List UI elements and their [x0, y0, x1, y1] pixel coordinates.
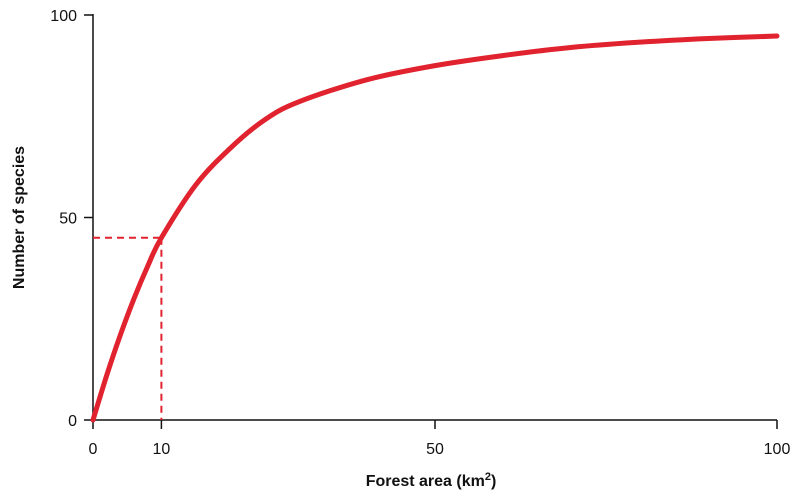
y-tick-label: 100	[50, 8, 77, 25]
ticks: 0 50 100 0 10 50 100	[50, 8, 790, 458]
species-area-curve	[90, 33, 780, 423]
y-tick-label: 50	[59, 211, 77, 228]
y-axis-title: Number of species	[11, 146, 28, 289]
x-axis-title-superscript: 2	[485, 471, 491, 483]
axes	[92, 14, 777, 421]
x-tick-label: 50	[426, 441, 444, 458]
annotation-guides	[93, 236, 163, 420]
y-tick-label: 0	[68, 413, 77, 430]
x-tick-label: 0	[89, 441, 98, 458]
series	[90, 33, 780, 423]
x-tick-label: 100	[764, 441, 791, 458]
x-axis-title-main: Forest area (km	[366, 473, 485, 490]
x-axis-title: Forest area (km2)	[366, 471, 497, 490]
x-tick-label: 10	[153, 441, 171, 458]
x-axis-title-suffix: )	[491, 473, 496, 490]
axis-titles: Forest area (km2) Number of species	[11, 146, 496, 490]
